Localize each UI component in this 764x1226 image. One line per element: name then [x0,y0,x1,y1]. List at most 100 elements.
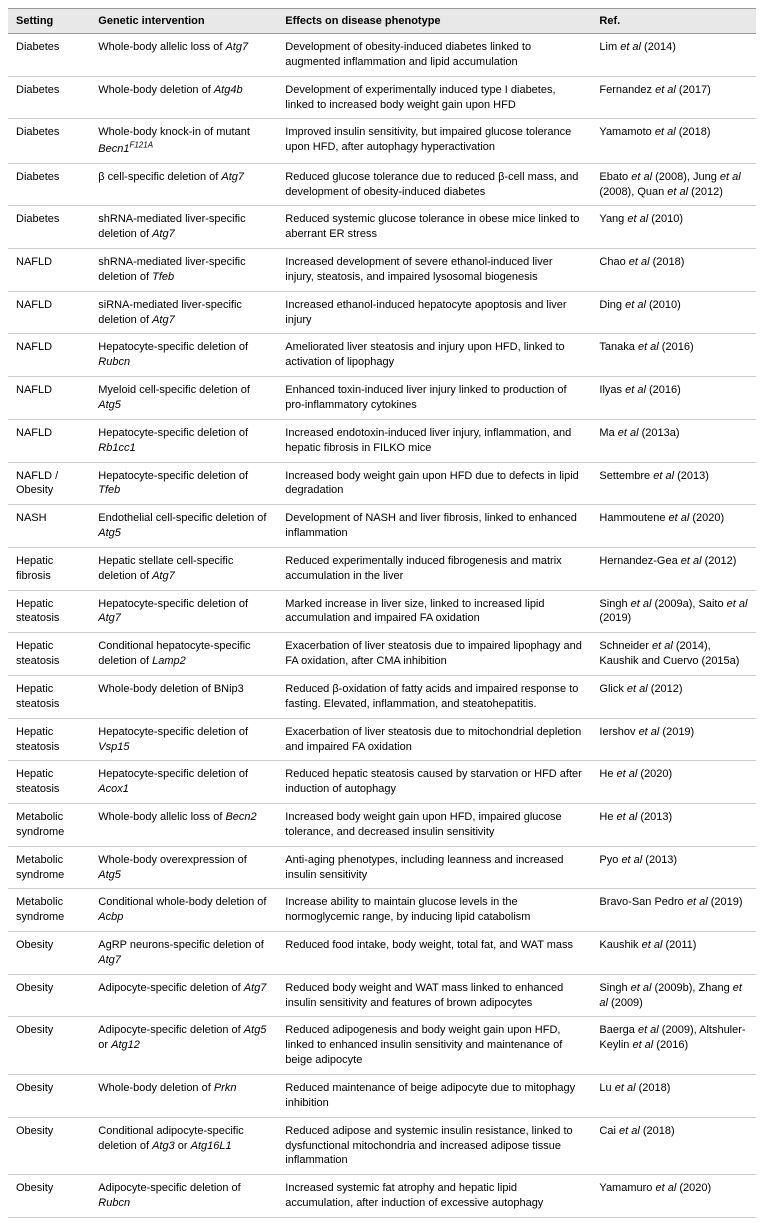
cell-setting: Metabolic syndrome [8,804,90,847]
cell-intervention: Conditional whole-body deletion of Acbp [90,889,277,932]
cell-effects: Reduced body weight and WAT mass linked … [277,974,591,1017]
table-row: DiabetesshRNA-mediated liver-specific de… [8,206,756,249]
cell-effects: Increased endotoxin-induced liver injury… [277,419,591,462]
cell-effects: Reduced adipogenesis and body weight gai… [277,1017,591,1075]
cell-ref: Baerga et al (2009), Altshuler-Keylin et… [591,1017,756,1075]
cell-setting: Hepatic steatosis [8,761,90,804]
cell-ref: Ding et al (2010) [591,291,756,334]
cell-setting: Obesity [8,974,90,1017]
table-row: Hepatic fibrosisHepatic stellate cell-sp… [8,547,756,590]
cell-setting: Diabetes [8,206,90,249]
cell-ref: Settembre et al (2013) [591,462,756,505]
cell-ref: He et al (2013) [591,804,756,847]
cell-ref: Ebato et al (2008), Jung et al (2008), Q… [591,163,756,206]
cell-ref: Hernandez-Gea et al (2012) [591,547,756,590]
cell-intervention: shRNA-mediated liver-specific deletion o… [90,206,277,249]
cell-ref: Bravo-San Pedro et al (2019) [591,889,756,932]
cell-intervention: siRNA-mediated liver-specific deletion o… [90,291,277,334]
cell-effects: Exacerbation of liver steatosis due to i… [277,633,591,676]
cell-ref: Kaushik et al (2011) [591,932,756,975]
cell-setting: NAFLD [8,249,90,292]
cell-ref: Ma et al (2013a) [591,419,756,462]
cell-setting: Hepatic steatosis [8,675,90,718]
cell-setting: Diabetes [8,34,90,77]
cell-setting: Metabolic syndrome [8,846,90,889]
cell-ref: Ilyas et al (2016) [591,377,756,420]
table-row: DiabetesWhole-body allelic loss of Atg7D… [8,34,756,77]
cell-intervention: Whole-body knock-in of mutant Becn1F121A [90,119,277,163]
table-row: ObesityAgRP neurons-specific deletion of… [8,932,756,975]
cell-effects: Increased ethanol-induced hepatocyte apo… [277,291,591,334]
cell-effects: Anti-aging phenotypes, including leannes… [277,846,591,889]
cell-effects: Increased systemic fat atrophy and hepat… [277,1175,591,1218]
header-intervention: Genetic intervention [90,9,277,34]
cell-effects: Reduced maintenance of beige adipocyte d… [277,1075,591,1118]
cell-ref: Schneider et al (2014), Kaushik and Cuer… [591,633,756,676]
cell-intervention: Hepatocyte-specific deletion of Tfeb [90,462,277,505]
table-row: ObesityAdipocyte-specific deletion of At… [8,1017,756,1075]
cell-ref: Cai et al (2018) [591,1117,756,1175]
table-row: Hepatic steatosisWhole-body deletion of … [8,675,756,718]
cell-intervention: Whole-body allelic loss of Atg7 [90,34,277,77]
cell-ref: Yang et al (2010) [591,206,756,249]
cell-effects: Enhanced toxin-induced liver injury link… [277,377,591,420]
cell-effects: Development of obesity-induced diabetes … [277,34,591,77]
table-header-row: Setting Genetic intervention Effects on … [8,9,756,34]
cell-setting: Diabetes [8,76,90,119]
header-ref: Ref. [591,9,756,34]
genetics-table: Setting Genetic intervention Effects on … [8,8,756,1218]
table-row: NAFLDsiRNA-mediated liver-specific delet… [8,291,756,334]
table-row: DiabetesWhole-body deletion of Atg4bDeve… [8,76,756,119]
cell-setting: Hepatic steatosis [8,590,90,633]
cell-effects: Reduced experimentally induced fibrogene… [277,547,591,590]
cell-ref: Yamamoto et al (2018) [591,119,756,163]
cell-setting: Hepatic steatosis [8,718,90,761]
cell-setting: Obesity [8,1075,90,1118]
cell-effects: Reduced adipose and systemic insulin res… [277,1117,591,1175]
cell-ref: Iershov et al (2019) [591,718,756,761]
cell-ref: Lu et al (2018) [591,1075,756,1118]
cell-setting: Obesity [8,1175,90,1218]
cell-intervention: Hepatic stellate cell-specific deletion … [90,547,277,590]
cell-intervention: Myeloid cell-specific deletion of Atg5 [90,377,277,420]
cell-intervention: Whole-body deletion of BNip3 [90,675,277,718]
cell-intervention: Adipocyte-specific deletion of Atg5 or A… [90,1017,277,1075]
cell-intervention: Hepatocyte-specific deletion of Acox1 [90,761,277,804]
cell-intervention: Hepatocyte-specific deletion of Rubcn [90,334,277,377]
cell-intervention: Whole-body allelic loss of Becn2 [90,804,277,847]
cell-intervention: Hepatocyte-specific deletion of Atg7 [90,590,277,633]
header-effects: Effects on disease phenotype [277,9,591,34]
cell-setting: Metabolic syndrome [8,889,90,932]
cell-intervention: Hepatocyte-specific deletion of Rb1cc1 [90,419,277,462]
cell-setting: NAFLD [8,377,90,420]
table-row: NAFLDMyeloid cell-specific deletion of A… [8,377,756,420]
cell-intervention: Endothelial cell-specific deletion of At… [90,505,277,548]
cell-intervention: Conditional hepatocyte-specific deletion… [90,633,277,676]
cell-ref: Hammoutene et al (2020) [591,505,756,548]
table-row: Diabetesβ cell-specific deletion of Atg7… [8,163,756,206]
cell-ref: He et al (2020) [591,761,756,804]
table-row: NAFLDshRNA-mediated liver-specific delet… [8,249,756,292]
table-row: NAFLD / ObesityHepatocyte-specific delet… [8,462,756,505]
table-row: ObesityAdipocyte-specific deletion of At… [8,974,756,1017]
cell-intervention: AgRP neurons-specific deletion of Atg7 [90,932,277,975]
table-row: Hepatic steatosisHepatocyte-specific del… [8,590,756,633]
cell-effects: Marked increase in liver size, linked to… [277,590,591,633]
cell-effects: Reduced food intake, body weight, total … [277,932,591,975]
cell-intervention: shRNA-mediated liver-specific deletion o… [90,249,277,292]
cell-ref: Glick et al (2012) [591,675,756,718]
cell-effects: Increased development of severe ethanol-… [277,249,591,292]
cell-setting: Obesity [8,1017,90,1075]
cell-ref: Fernandez et al (2017) [591,76,756,119]
cell-effects: Reduced glucose tolerance due to reduced… [277,163,591,206]
cell-setting: Hepatic steatosis [8,633,90,676]
cell-intervention: Adipocyte-specific deletion of Atg7 [90,974,277,1017]
cell-effects: Reduced hepatic steatosis caused by star… [277,761,591,804]
cell-ref: Singh et al (2009a), Saito et al (2019) [591,590,756,633]
cell-effects: Reduced systemic glucose tolerance in ob… [277,206,591,249]
table-row: Hepatic steatosisHepatocyte-specific del… [8,718,756,761]
cell-ref: Pyo et al (2013) [591,846,756,889]
cell-effects: Ameliorated liver steatosis and injury u… [277,334,591,377]
table-row: Hepatic steatosisHepatocyte-specific del… [8,761,756,804]
cell-intervention: Hepatocyte-specific deletion of Vsp15 [90,718,277,761]
